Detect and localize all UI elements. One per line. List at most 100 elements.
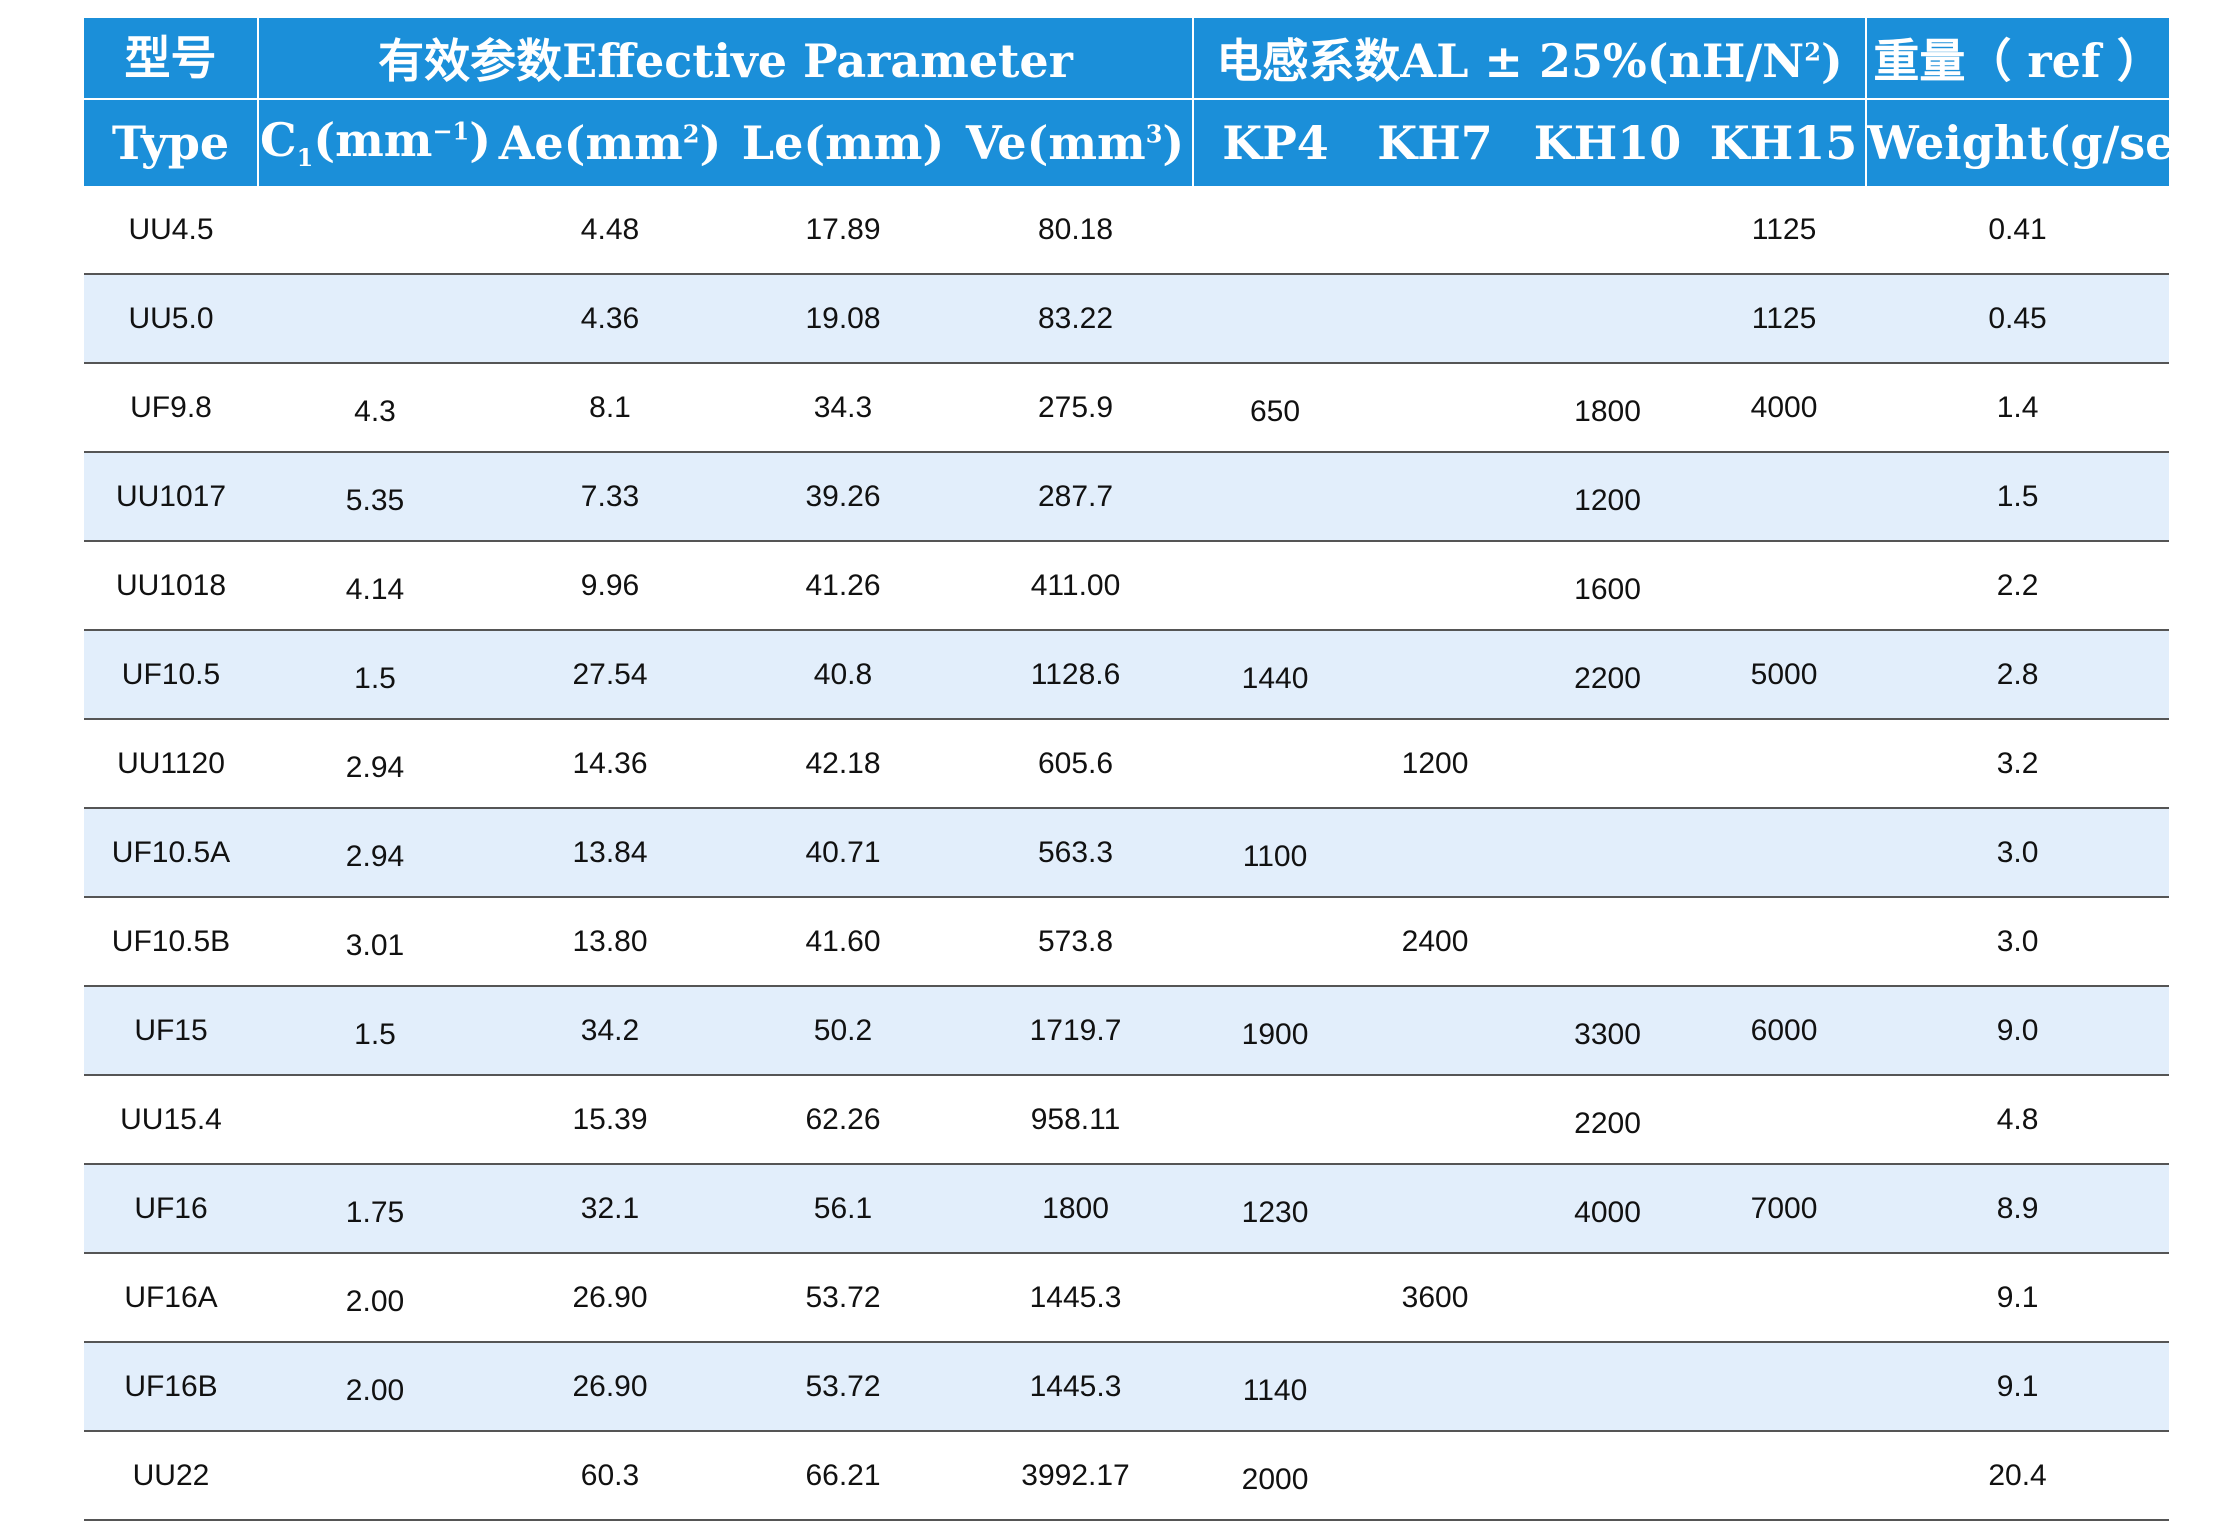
ve-label: Ve(mm — [965, 116, 1146, 170]
cell-kh10 — [1513, 719, 1703, 809]
cell-ve: 605.6 — [958, 719, 1194, 809]
cell-c1: 5.35 — [258, 452, 492, 542]
cell-type: UF15 — [84, 986, 258, 1076]
cell-weight: 9.1 — [1866, 1342, 2170, 1432]
cell-kh10: 1600 — [1513, 541, 1703, 631]
cell-kp4 — [1193, 719, 1358, 809]
cell-kh7 — [1357, 186, 1514, 275]
cell-kh10 — [1513, 186, 1703, 275]
cell-kh7 — [1357, 630, 1514, 720]
table-row: UF15 1.5 34.2 50.2 1719.7 1900 3300 6000 9.0 — [84, 986, 2170, 1076]
cell-ve: 1719.7 — [958, 986, 1194, 1076]
cell-ae: 9.96 — [492, 541, 728, 631]
cell-type: UF9.8 — [84, 363, 258, 453]
c1-close: ) — [469, 113, 492, 168]
cell-weight: 3.2 — [1866, 719, 2170, 809]
cell-le: 62.26 — [728, 1075, 958, 1165]
header-effective-parameter: 有效参数Effective Parameter — [258, 18, 1195, 100]
table-row: UU1017 5.35 7.33 39.26 287.7 1200 1.5 — [84, 452, 2170, 542]
table-row: UU15.4 15.39 62.26 958.11 2200 4.8 — [84, 1075, 2170, 1165]
header-inductance-factor: 电感系数AL ± 25%(nH/N2) — [1193, 18, 1868, 100]
cell-c1: 1.5 — [258, 986, 492, 1076]
inductance-group-close: ) — [1820, 34, 1843, 88]
cell-weight: 4.8 — [1866, 1075, 2170, 1165]
cell-ve: 80.18 — [958, 186, 1194, 275]
cell-ve: 83.22 — [958, 274, 1194, 364]
table-row: UU4.5 4.48 17.89 80.18 1125 0.41 — [84, 186, 2170, 275]
cell-kh15 — [1702, 1253, 1867, 1343]
c1-subscript: 1 — [296, 143, 314, 173]
cell-le: 40.8 — [728, 630, 958, 720]
table-row: UU22 60.3 66.21 3992.17 2000 20.4 — [84, 1431, 2170, 1521]
cell-type: UF10.5 — [84, 630, 258, 720]
cell-kh10: 2200 — [1513, 630, 1703, 720]
cell-kh10: 1200 — [1513, 452, 1703, 542]
cell-weight: 1.5 — [1866, 452, 2170, 542]
cell-ve: 3992.17 — [958, 1431, 1194, 1521]
cell-kp4 — [1193, 1075, 1358, 1165]
header-le: Le(mm) — [728, 99, 958, 186]
cell-kh10 — [1513, 1342, 1703, 1432]
cell-type: UF10.5A — [84, 808, 258, 898]
cell-kp4: 650 — [1193, 363, 1358, 453]
cell-type: UU1018 — [84, 541, 258, 631]
header-kh7: KH7 — [1357, 99, 1514, 186]
cell-kh15: 1125 — [1702, 274, 1867, 364]
c1-symbol: C — [259, 113, 297, 168]
cell-kh10 — [1513, 808, 1703, 898]
cell-kp4 — [1193, 541, 1358, 631]
cell-kh10 — [1513, 1253, 1703, 1343]
ae-label: Ae(mm — [498, 116, 683, 170]
cell-kp4: 2000 — [1193, 1431, 1358, 1521]
cell-ae: 14.36 — [492, 719, 728, 809]
cell-c1: 2.00 — [258, 1342, 492, 1432]
cell-c1: 3.01 — [258, 897, 492, 987]
cell-c1: 2.94 — [258, 719, 492, 809]
cell-weight: 9.0 — [1866, 986, 2170, 1076]
cell-c1: 4.3 — [258, 363, 492, 453]
cell-kh15: 7000 — [1702, 1164, 1867, 1254]
cell-kp4: 1140 — [1193, 1342, 1358, 1432]
cell-c1: 1.75 — [258, 1164, 492, 1254]
cell-type: UU22 — [84, 1431, 258, 1521]
cell-weight: 20.4 — [1866, 1431, 2170, 1521]
cell-weight: 9.1 — [1866, 1253, 2170, 1343]
table-row: UU5.0 4.36 19.08 83.22 1125 0.45 — [84, 274, 2170, 364]
header-row-columns: Type C1(mm−1) Ae(mm2) Le(mm) Ve(mm3) KP4… — [84, 99, 2170, 186]
cell-ae: 4.48 — [492, 186, 728, 275]
cell-c1: 2.00 — [258, 1253, 492, 1343]
table-row: UF9.8 4.3 8.1 34.3 275.9 650 1800 4000 1.4 — [84, 363, 2170, 453]
cell-kh7 — [1357, 541, 1514, 631]
cell-ae: 7.33 — [492, 452, 728, 542]
cell-type: UU4.5 — [84, 186, 258, 275]
table-row: UF16A 2.00 26.90 53.72 1445.3 3600 9.1 — [84, 1253, 2170, 1343]
cell-kh15 — [1702, 808, 1867, 898]
cell-type: UF16A — [84, 1253, 258, 1343]
cell-kh15: 1125 — [1702, 186, 1867, 275]
cell-ve: 1445.3 — [958, 1342, 1194, 1432]
cell-kh7: 3600 — [1357, 1253, 1514, 1343]
table-body: UU4.5 4.48 17.89 80.18 1125 0.41 UU5.0 4.36 19.0… — [84, 186, 2170, 1521]
cell-weight: 3.0 — [1866, 897, 2170, 987]
cell-c1 — [258, 186, 492, 275]
cell-weight: 3.0 — [1866, 808, 2170, 898]
cell-kh15: 6000 — [1702, 986, 1867, 1076]
cell-le: 53.72 — [728, 1342, 958, 1432]
cell-le: 34.3 — [728, 363, 958, 453]
header-ae: Ae(mm2) — [492, 99, 728, 186]
cell-ae: 27.54 — [492, 630, 728, 720]
ae-close: ) — [699, 116, 722, 170]
cell-c1: 2.94 — [258, 808, 492, 898]
ve-superscript: 3 — [1145, 119, 1163, 149]
cell-ae: 26.90 — [492, 1342, 728, 1432]
cell-kp4: 1100 — [1193, 808, 1358, 898]
cell-c1 — [258, 1431, 492, 1521]
cell-ve: 1445.3 — [958, 1253, 1194, 1343]
cell-ve: 287.7 — [958, 452, 1194, 542]
header-type-en: Type — [84, 99, 259, 186]
core-parameter-table: 型号 有效参数Effective Parameter 电感系数AL ± 25%(… — [84, 18, 2170, 1521]
table-row: UU1120 2.94 14.36 42.18 605.6 1200 3.2 — [84, 719, 2170, 809]
cell-kp4 — [1193, 897, 1358, 987]
cell-weight: 2.2 — [1866, 541, 2170, 631]
cell-c1 — [258, 274, 492, 364]
